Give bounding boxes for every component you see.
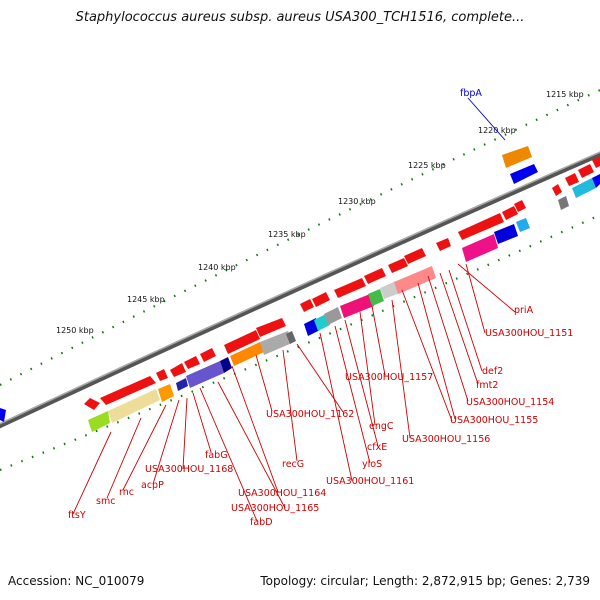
gene-label-rnc: rnc (119, 487, 134, 498)
gene-fwd (502, 206, 518, 220)
gene-rev (230, 342, 264, 366)
gene-label-yloS: yloS (362, 459, 382, 470)
gene-label-USA300HOU_1165: USA300HOU_1165 (231, 503, 319, 514)
gene-fwd (224, 330, 260, 354)
gene-label-recG: recG (282, 459, 304, 470)
gene-fbpA-rev (510, 164, 538, 184)
gene-rev (516, 218, 530, 232)
gene-fwd (388, 258, 408, 273)
gene-label-fabD: fabD (250, 517, 273, 528)
gene-label-USA300HOU_1155: USA300HOU_1155 (450, 415, 538, 426)
gene-label-USA300HOU_1162: USA300HOU_1162 (266, 409, 354, 420)
tick-label-1230: 1230 kbp (338, 197, 376, 206)
tick-label-1245: 1245 kbp (127, 295, 165, 304)
gene-fwd (256, 318, 286, 337)
gene-rev (286, 331, 296, 344)
gene-label-USA300HOU_1164: USA300HOU_1164 (238, 488, 326, 499)
gene-label-USA300HOU_1168: USA300HOU_1168 (145, 464, 233, 475)
gene-fwd (156, 369, 168, 381)
gene-fwd (184, 356, 200, 369)
topology-text: Topology: circular; Length: 2,872,915 bp… (260, 574, 590, 588)
gene-fwd (364, 268, 386, 284)
gene-fwd (300, 299, 314, 312)
gene-label-smc: smc (96, 496, 115, 507)
gene-label-engC: engC (369, 421, 394, 432)
gene-rev (88, 411, 110, 432)
gene-rev (380, 281, 400, 299)
gene-rev (324, 307, 342, 325)
gene-fwd (436, 238, 451, 251)
gene-fwd (458, 213, 504, 240)
gene-rev (158, 384, 174, 402)
gene-label-fabG: fabG (205, 450, 228, 461)
gene-fwd (552, 184, 562, 196)
gene-rev (462, 234, 498, 262)
tick-label-1215: 1215 kbp (546, 90, 584, 99)
gene-rev (220, 357, 232, 373)
gene-fbpA (502, 146, 532, 168)
gene-label-USA300HOU_1154: USA300HOU_1154 (466, 397, 554, 408)
gene-rev (340, 294, 374, 318)
gene-label-USA300HOU_1161: USA300HOU_1161 (326, 476, 414, 487)
callout-lines (72, 97, 516, 522)
gene-rev (186, 361, 224, 388)
tick-label-1225: 1225 kbp (408, 161, 446, 170)
gene-rev (108, 389, 160, 423)
gene-rev (592, 174, 600, 188)
gene-rev (394, 266, 436, 294)
gene-fwd (312, 292, 330, 307)
gene-fwd (578, 164, 594, 178)
gene-fwd (84, 398, 100, 410)
gene-label-USA300HOU_1151: USA300HOU_1151 (485, 328, 573, 339)
gene-label-acpP: acpP (141, 480, 164, 491)
gene-fwd (404, 248, 426, 264)
gene-label-cfxE: cfxE (367, 442, 387, 453)
tick-label-1235: 1235 kbp (268, 230, 306, 239)
gene-fwd (170, 363, 186, 377)
gene-label-def2: def2 (482, 366, 503, 377)
gene-rev (558, 196, 569, 210)
gene-rev (0, 408, 6, 422)
forward-genes (84, 146, 600, 410)
gene-fwd (334, 278, 366, 298)
map-title: Staphylococcus aureus subsp. aureus USA3… (75, 10, 525, 25)
gene-label-fmt2: fmt2 (476, 380, 498, 391)
gene-label-USA300HOU_1157: USA300HOU_1157 (345, 372, 433, 383)
gene-label-USA300HOU_1156: USA300HOU_1156 (402, 434, 490, 445)
tick-label-1250: 1250 kbp (56, 326, 94, 335)
gene-fwd (592, 156, 600, 168)
gene-fwd (514, 200, 526, 212)
gene-rev (176, 378, 188, 391)
gene-label-priA: priA (514, 305, 534, 316)
accession-text: Accession: NC_010079 (8, 574, 145, 588)
gene-fwd (100, 376, 156, 405)
gene-fwd (200, 348, 216, 362)
reverse-genes (0, 174, 600, 432)
gene-fwd (565, 173, 579, 186)
gene-rev (494, 224, 518, 244)
inner-tick-ring (0, 213, 600, 472)
gene-label-fbpA: fbpA (460, 88, 482, 99)
gene-rev (572, 178, 596, 198)
gene-rev (260, 331, 292, 355)
gene-rev (368, 289, 384, 306)
tick-label-1240: 1240 kbp (198, 263, 236, 272)
gene-label-ftsY: ftsY (68, 510, 86, 521)
genome-backbone (0, 151, 600, 429)
